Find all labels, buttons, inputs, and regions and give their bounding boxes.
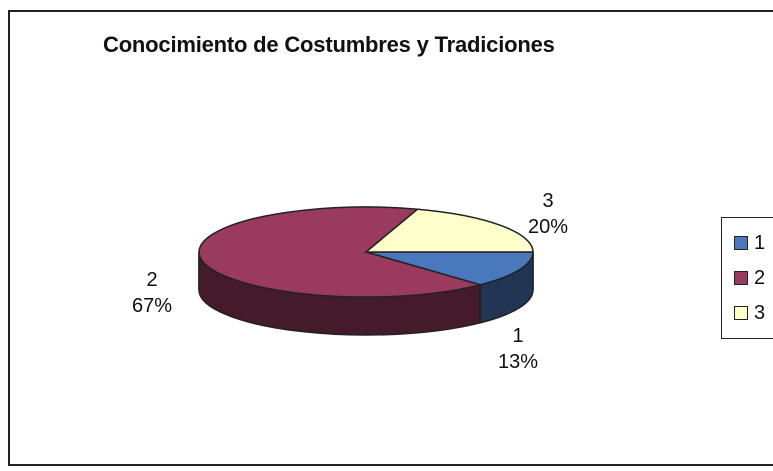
legend-item-2: 2 <box>734 267 765 289</box>
chart-title: Conocimiento de Costumbres y Tradiciones <box>103 32 555 57</box>
pie-tops <box>198 206 534 298</box>
data-label-1-percent: 13% <box>498 351 539 373</box>
data-label-2: 2 67% <box>132 267 172 319</box>
data-label-3: 3 20% <box>528 188 568 240</box>
pie-slice-3 <box>363 208 534 253</box>
legend-item-3: 3 <box>734 302 765 324</box>
legend-label-2: 2 <box>754 266 766 289</box>
data-label-1-category: 1 <box>512 325 524 347</box>
legend-label-3: 3 <box>754 301 766 324</box>
data-label-1: 1 13% <box>498 323 538 375</box>
pie-slice-1 <box>365 251 534 286</box>
legend-item-1: 1 <box>734 232 765 254</box>
data-label-3-percent: 20% <box>528 216 569 238</box>
data-label-3-category: 3 <box>542 190 554 212</box>
legend-label-1: 1 <box>754 231 766 254</box>
legend: 1 2 3 <box>721 217 773 339</box>
legend-swatch-3 <box>734 306 748 320</box>
pie-slice-2 <box>198 206 484 298</box>
data-label-2-percent: 67% <box>132 295 173 317</box>
legend-swatch-2 <box>734 271 748 285</box>
legend-swatch-1 <box>734 236 748 250</box>
data-label-2-category: 2 <box>146 269 158 291</box>
